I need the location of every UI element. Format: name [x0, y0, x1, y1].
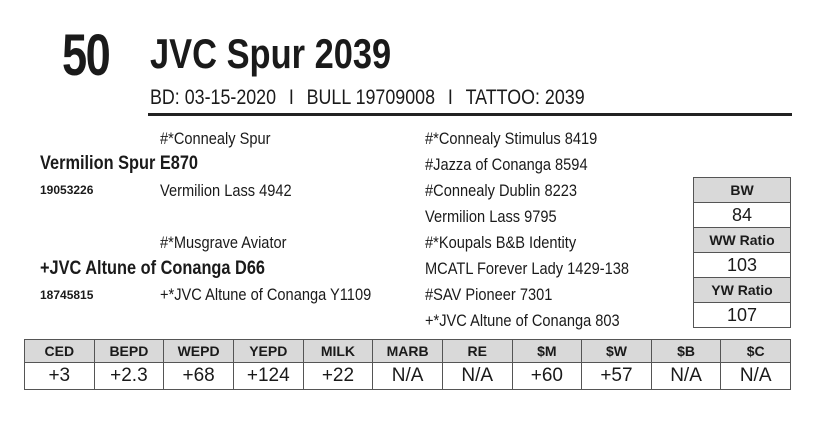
epd-value: N/A [372, 362, 443, 390]
grandparent-2: #Jazza of Conanga 8594 [425, 155, 588, 174]
ratio-label: YW Ratio [693, 277, 791, 303]
animal-name: JVC Spur 2039 [150, 30, 392, 77]
grandparent-1: #*Connealy Stimulus 8419 [425, 129, 598, 148]
grandparent-8: +*JVC Altune of Conanga 803 [425, 311, 620, 330]
epd-value: +22 [302, 362, 374, 390]
epd-header: RE [441, 339, 513, 363]
info-line: BD: 03-15-2020 I BULL 19709008 I TATTOO: 203… [150, 86, 585, 110]
epd-value-row: +3 +2.3 +68 +124 +22 N/A N/A +60 +57 N/A… [24, 362, 791, 390]
epd-header: CED [24, 339, 95, 363]
ratio-value: 107 [693, 302, 791, 328]
epd-value: N/A [650, 362, 722, 390]
lot-number: 50 [62, 23, 111, 88]
epd-header: $B [650, 339, 722, 363]
ratio-value: 103 [693, 252, 791, 278]
epd-header: MARB [372, 339, 443, 363]
epd-value: +3 [24, 362, 95, 390]
separator: I [288, 86, 294, 109]
epd-header: $C [720, 339, 791, 363]
separator: I [447, 86, 453, 109]
grandparent-3: #Connealy Dublin 8223 [425, 181, 578, 200]
grandparent-4: Vermilion Lass 9795 [425, 207, 557, 226]
sire-registration: 19053226 [40, 183, 94, 197]
epd-value: +2.3 [93, 362, 165, 390]
sire-dam: Vermilion Lass 4942 [160, 181, 292, 200]
epd-header: WEPD [163, 339, 234, 363]
dam-dam: +*JVC Altune of Conanga Y1109 [160, 285, 372, 304]
dam: +JVC Altune of Conanga D66 [40, 258, 266, 279]
birth-date: BD: 03-15-2020 [150, 86, 277, 109]
epd-header: MILK [302, 339, 374, 363]
grandparent-5: #*Koupals B&B Identity [425, 233, 577, 252]
sire: Vermilion Spur E870 [40, 153, 199, 174]
epd-value: +57 [581, 362, 652, 390]
epd-header-row: CED BEPD WEPD YEPD MILK MARB RE $M $W $B… [24, 339, 791, 363]
epd-value: +68 [163, 362, 234, 390]
ratio-value: 84 [693, 202, 791, 228]
registration: BULL 19709008 [306, 86, 436, 109]
sire-sire: #*Connealy Spur [160, 129, 271, 148]
grandparent-6: MCATL Forever Lady 1429-138 [425, 259, 629, 278]
dam-sire: #*Musgrave Aviator [160, 233, 287, 252]
epd-table: CED BEPD WEPD YEPD MILK MARB RE $M $W $B… [24, 339, 791, 390]
dam-registration: 18745815 [40, 288, 94, 302]
tattoo: TATTOO: 2039 [465, 86, 585, 109]
epd-value: +124 [232, 362, 304, 390]
epd-value: N/A [441, 362, 513, 390]
epd-header: BEPD [93, 339, 165, 363]
epd-value: +60 [511, 362, 583, 390]
epd-header: YEPD [232, 339, 304, 363]
epd-value: N/A [720, 362, 791, 390]
epd-header: $M [511, 339, 583, 363]
ratio-table: BW 84 WW Ratio 103 YW Ratio 107 [693, 177, 791, 328]
ratio-label: WW Ratio [693, 227, 791, 253]
grandparent-7: #SAV Pioneer 7301 [425, 285, 553, 304]
ratio-label: BW [693, 177, 791, 203]
title-rule [148, 113, 792, 116]
epd-header: $W [581, 339, 652, 363]
